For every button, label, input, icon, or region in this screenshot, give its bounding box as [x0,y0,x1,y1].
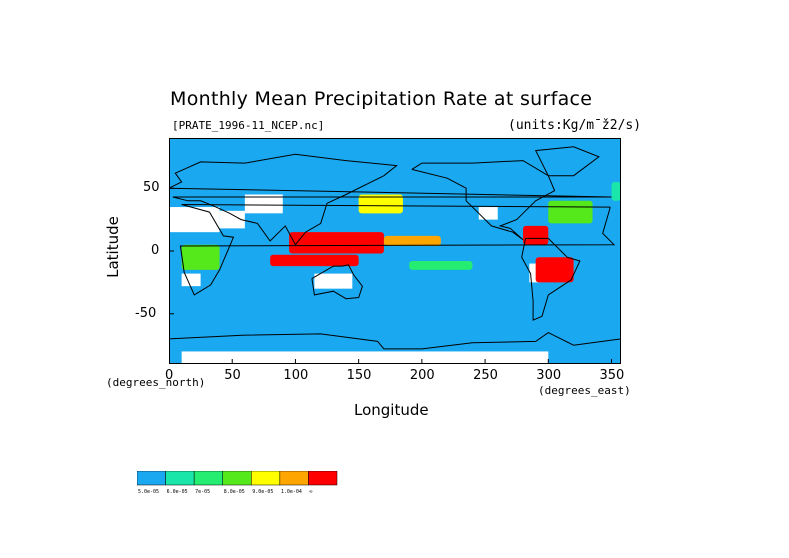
coastline-greenland [534,146,600,177]
coastline-africa [179,204,616,296]
colorbar-label-4: 9.0e-05 [252,489,273,495]
x-axis-label: Longitude [354,401,429,419]
file-label: [PRATE_1996-11_NCEP.nc] [172,119,325,132]
missing-region-4 [181,273,201,287]
missing-region-2 [244,194,283,214]
chart-title: Monthly Mean Precipitation Rate at surfa… [170,88,593,110]
y-tick-label--50: -50 [135,305,157,321]
rain-band-5 [358,194,403,214]
x-tick-label-0: 0 [165,368,174,383]
missing-region-0 [169,207,220,233]
missing-region-6 [478,207,498,220]
x-tick-label-100: 100 [283,368,309,383]
x-tick-label-300: 300 [536,368,562,383]
rain-band-1 [270,254,359,267]
x-tick-label-50: 50 [224,368,241,383]
colorbar: 5.0e-05 6.0e-05 7e-05 8.0e-05 9.0e-05 1.0e-04… [137,471,338,495]
rain-band-6 [548,200,593,224]
colorbar-label-0: 5.0e-05 [138,489,159,495]
colorbar-swatch-4 [251,471,281,486]
coastline-australia [311,264,363,300]
y-unit-note: (degrees_north) [106,376,206,389]
colorbar-label-5: 1.0e-04 [281,489,302,495]
coastline-eurasia [169,153,612,246]
colorbar-label-6: ∞ [309,489,312,495]
colorbar-swatch-6 [308,471,338,486]
colorbar-swatch-5 [279,471,309,486]
x-tick-label-250: 250 [473,368,498,383]
y-tick-label-50: 50 [143,180,160,196]
rain-band-2 [383,235,441,246]
rain-band-8 [409,261,473,270]
coastline-antarctica [169,332,621,350]
rain-band-3 [523,225,549,245]
x-tick-label-150: 150 [346,368,372,383]
rain-band-9 [611,181,621,201]
x-unit-note: (degrees_east) [538,384,631,397]
units-label: (units:Kg/m¯ž2/s) [508,118,642,133]
missing-region-1 [219,210,245,229]
missing-region-3 [314,273,353,289]
colorbar-swatch-1 [165,471,195,486]
colorbar-swatch-3 [222,471,252,486]
y-tick-label-0: 0 [151,243,160,258]
colorbar-label-2: 7e-05 [195,489,210,495]
rain-band-0 [289,232,384,254]
colorbar-label-1: 6.0e-05 [167,489,188,495]
colorbar-swatch-2 [193,471,223,486]
rain-band-4 [535,257,574,283]
x-tick-label-350: 350 [599,368,625,383]
coastline-s-america [521,237,581,321]
rain-band-7 [181,244,220,270]
map-background [169,138,621,364]
colorbar-label-3: 8.0e-05 [224,489,245,495]
precipitation-map [169,138,621,364]
y-axis-label: Latitude [103,216,122,278]
colorbar-swatch-0 [137,471,166,486]
x-tick-label-200: 200 [409,368,435,383]
missing-region-7 [181,351,549,364]
coastline-n-america [411,160,556,241]
